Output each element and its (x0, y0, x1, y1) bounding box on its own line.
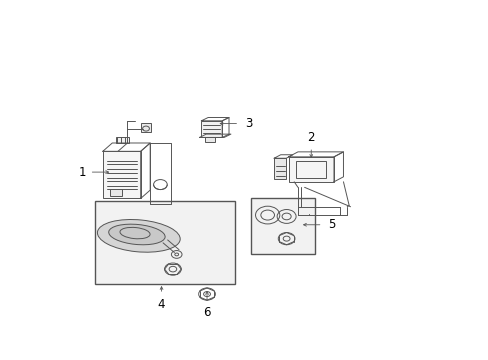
Text: 3: 3 (244, 117, 252, 130)
Bar (95, 201, 235, 284)
Text: 6: 6 (203, 306, 210, 319)
Bar (116, 137, 129, 143)
Text: 5: 5 (327, 218, 335, 231)
Bar (201, 121, 222, 138)
Bar (110, 189, 122, 195)
Text: 2: 2 (307, 131, 314, 144)
Bar (288, 157, 333, 182)
Bar (274, 158, 285, 179)
Ellipse shape (97, 220, 180, 252)
Bar (250, 198, 314, 254)
Bar (102, 151, 141, 198)
Ellipse shape (108, 224, 165, 245)
Text: 4: 4 (158, 298, 165, 311)
Bar (141, 123, 151, 132)
Text: 1: 1 (78, 166, 85, 179)
Bar (205, 138, 214, 143)
Bar (296, 161, 326, 177)
